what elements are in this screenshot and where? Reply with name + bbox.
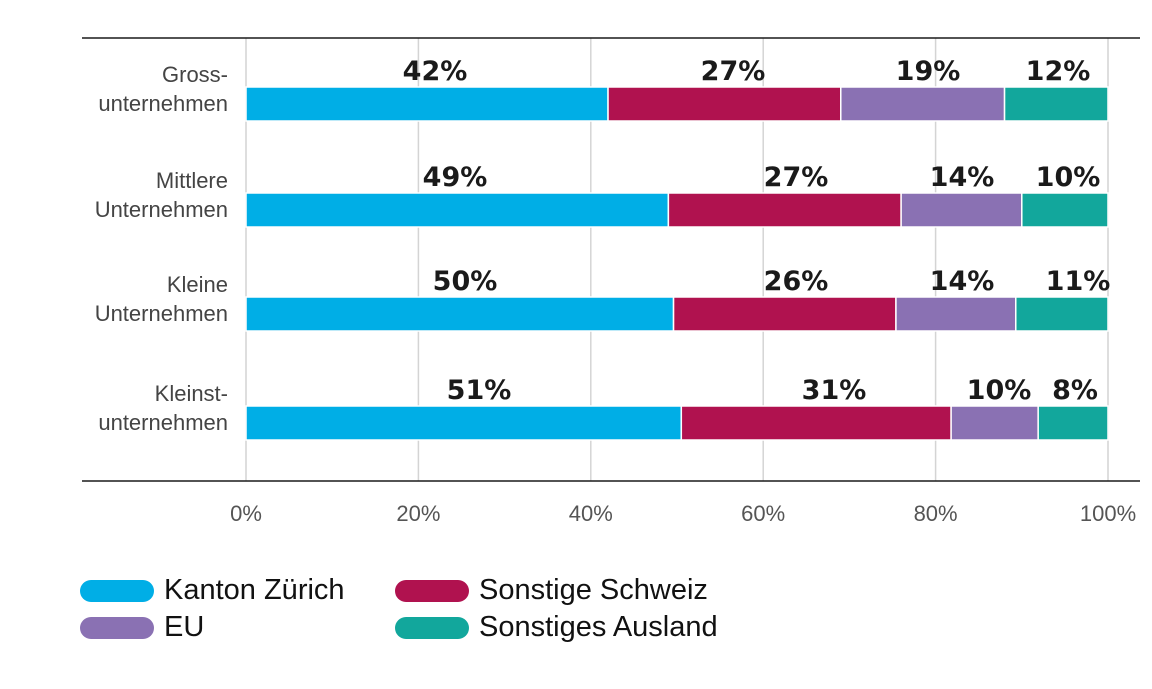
data-label: 26% — [764, 266, 829, 297]
data-label: 51% — [447, 375, 512, 406]
data-label: 27% — [701, 56, 766, 87]
data-label: 19% — [896, 56, 961, 87]
x-tick-label: 80% — [914, 501, 958, 526]
data-label: 11% — [1046, 266, 1111, 297]
bar-segment — [607, 86, 842, 122]
legend-item-sonstige-schweiz: Sonstige Schweiz — [395, 574, 708, 607]
data-label: 42% — [403, 56, 468, 87]
bar-segment — [245, 296, 675, 332]
category-label-line: Gross- — [162, 62, 228, 87]
category-label: Gross-unternehmen — [98, 62, 228, 116]
x-tick-label: 20% — [396, 501, 440, 526]
legend-swatch — [80, 579, 154, 602]
category-label-line: Unternehmen — [95, 301, 228, 326]
legend-swatch — [395, 579, 469, 602]
category-label-line: Kleinst- — [155, 381, 228, 406]
x-tick-label: 40% — [569, 501, 613, 526]
bar-segment — [245, 405, 683, 441]
legend-swatch — [80, 616, 154, 639]
data-label: 49% — [423, 162, 488, 193]
category-label-line: Unternehmen — [95, 197, 228, 222]
bar-segment — [245, 86, 609, 122]
bar-segment — [950, 405, 1039, 441]
category-label-line: unternehmen — [98, 410, 228, 435]
bar-segment — [900, 192, 1023, 228]
x-tick-label: 60% — [741, 501, 785, 526]
legend-item-eu: EU — [80, 611, 204, 644]
bar-segment — [1003, 86, 1109, 122]
data-label: 10% — [967, 375, 1032, 406]
bar-segment — [1037, 405, 1109, 441]
category-label: Kleinst-unternehmen — [98, 381, 228, 435]
bar-segment — [672, 296, 897, 332]
category-label: Kleine Unternehmen — [95, 272, 228, 326]
legend-swatch — [395, 616, 469, 639]
legend-item-sonstiges-ausland: Sonstiges Ausland — [395, 611, 718, 644]
data-label: 31% — [802, 375, 867, 406]
bar-segment — [667, 192, 902, 228]
category-label-line: Kleine — [167, 272, 228, 297]
category-label-line: unternehmen — [98, 91, 228, 116]
bar-segment — [1021, 192, 1109, 228]
bar-segment — [840, 86, 1006, 122]
x-tick-label: 100% — [1080, 501, 1136, 526]
data-label: 50% — [433, 266, 498, 297]
data-label: 14% — [930, 266, 995, 297]
data-label: 27% — [764, 162, 829, 193]
x-tick-label: 0% — [230, 501, 262, 526]
data-label: 12% — [1026, 56, 1091, 87]
category-label-line: Mittlere — [156, 168, 228, 193]
bar-segment — [245, 192, 670, 228]
legend-label: Sonstige Schweiz — [479, 574, 708, 606]
legend-label: EU — [164, 611, 205, 643]
bar-segment — [680, 405, 952, 441]
category-label: Mittlere Unternehmen — [95, 168, 228, 222]
bar-segment — [895, 296, 1017, 332]
bar-segment — [1015, 296, 1109, 332]
legend-label: Sonstiges Ausland — [479, 611, 718, 643]
legend-item-kanton-zuerich: Kanton Zürich — [80, 574, 345, 607]
data-label: 14% — [930, 162, 995, 193]
data-label: 10% — [1036, 162, 1101, 193]
data-label: 8% — [1052, 375, 1098, 406]
legend-label: Kanton Zürich — [164, 574, 345, 606]
